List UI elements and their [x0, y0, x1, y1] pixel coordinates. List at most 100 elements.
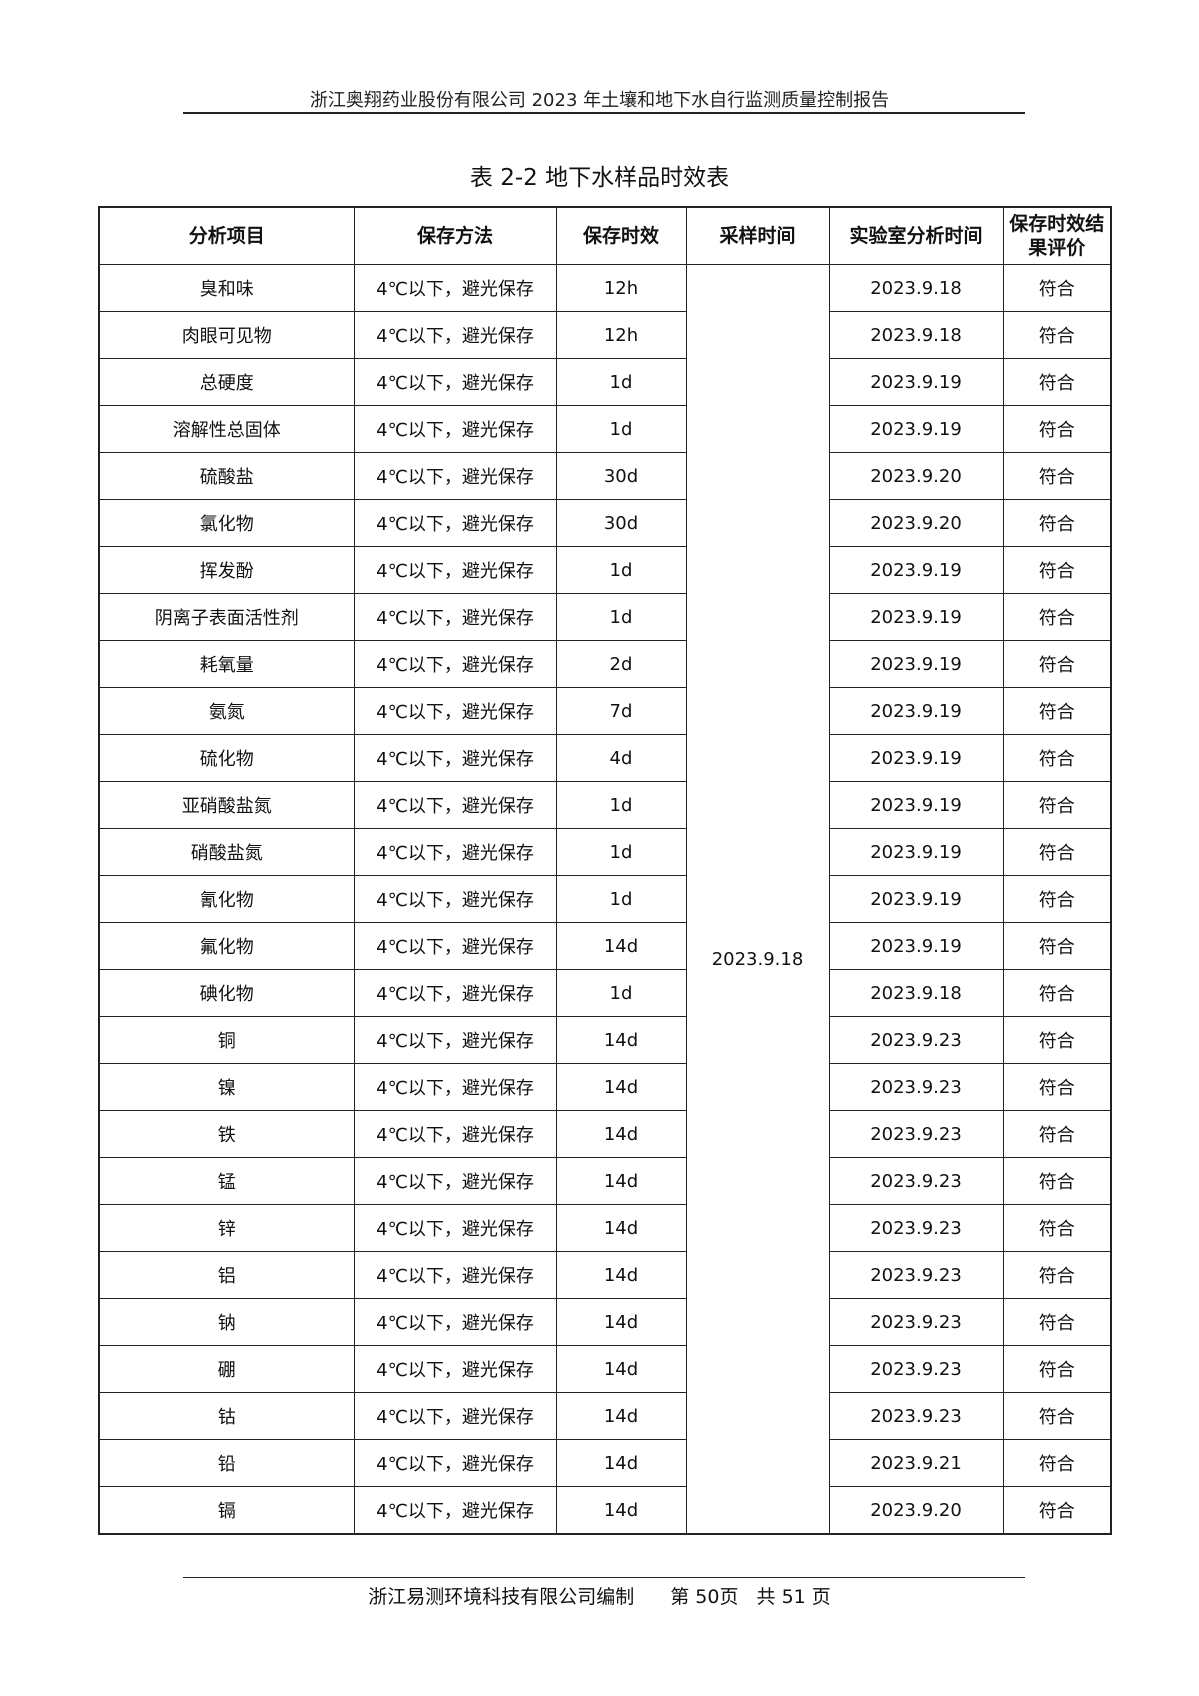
analysis-item-cell: 镉 — [98, 1486, 355, 1535]
holding-time-cell: 1d — [555, 969, 687, 1017]
preservation-method-cell: 4℃以下，避光保存 — [353, 1110, 557, 1158]
lab-analysis-date-cell: 2023.9.23 — [828, 1157, 1004, 1205]
evaluation-cell: 符合 — [1002, 452, 1112, 500]
table-row: 肉眼可见物 4℃以下，避光保存 12h 2023.9.18 符合 — [98, 311, 1112, 359]
page-footer: 浙江易测环境科技有限公司编制 第 50页 共 51 页 — [0, 1582, 1199, 1609]
analysis-item-cell: 硫酸盐 — [98, 452, 355, 500]
analysis-item-cell: 硝酸盐氮 — [98, 828, 355, 876]
holding-time-cell: 14d — [555, 1392, 687, 1440]
table-row: 阴离子表面活性剂 4℃以下，避光保存 1d 2023.9.19 符合 — [98, 593, 1112, 641]
preservation-method-cell: 4℃以下，避光保存 — [353, 405, 557, 453]
holding-time-cell: 14d — [555, 1439, 687, 1487]
table-row: 锰 4℃以下，避光保存 14d 2023.9.23 符合 — [98, 1157, 1112, 1205]
holding-time-cell: 2d — [555, 640, 687, 688]
holding-time-cell: 30d — [555, 499, 687, 547]
evaluation-cell: 符合 — [1002, 828, 1112, 876]
analysis-item-cell: 锌 — [98, 1204, 355, 1252]
preservation-method-cell: 4℃以下，避光保存 — [353, 640, 557, 688]
analysis-item-cell: 铜 — [98, 1016, 355, 1064]
evaluation-cell: 符合 — [1002, 1392, 1112, 1440]
analysis-item-cell: 铅 — [98, 1439, 355, 1487]
evaluation-cell: 符合 — [1002, 1157, 1112, 1205]
table-row: 硼 4℃以下，避光保存 14d 2023.9.23 符合 — [98, 1345, 1112, 1393]
evaluation-cell: 符合 — [1002, 1204, 1112, 1252]
sample-timeliness-table: 分析项目 保存方法 保存时效 采样时间 实验室分析时间 保存时效结果评价 臭和味 4℃以下，… — [98, 206, 1112, 1535]
holding-time-cell: 1d — [555, 405, 687, 453]
evaluation-cell: 符合 — [1002, 499, 1112, 547]
table-row: 镉 4℃以下，避光保存 14d 2023.9.20 符合 — [98, 1486, 1112, 1535]
preservation-method-cell: 4℃以下，避光保存 — [353, 687, 557, 735]
preservation-method-cell: 4℃以下，避光保存 — [353, 1204, 557, 1252]
holding-time-cell: 1d — [555, 828, 687, 876]
lab-analysis-date-cell: 2023.9.19 — [828, 687, 1004, 735]
holding-time-cell: 7d — [555, 687, 687, 735]
preservation-method-cell: 4℃以下，避光保存 — [353, 1345, 557, 1393]
evaluation-cell: 符合 — [1002, 640, 1112, 688]
analysis-item-cell: 碘化物 — [98, 969, 355, 1017]
evaluation-cell: 符合 — [1002, 969, 1112, 1017]
column-header: 采样时间 — [685, 206, 830, 265]
table-row: 硝酸盐氮 4℃以下，避光保存 1d 2023.9.19 符合 — [98, 828, 1112, 876]
analysis-item-cell: 挥发酚 — [98, 546, 355, 594]
lab-analysis-date-cell: 2023.9.23 — [828, 1016, 1004, 1064]
evaluation-cell: 符合 — [1002, 1016, 1112, 1064]
preservation-method-cell: 4℃以下，避光保存 — [353, 969, 557, 1017]
holding-time-cell: 14d — [555, 922, 687, 970]
preservation-method-cell: 4℃以下，避光保存 — [353, 828, 557, 876]
analysis-item-cell: 耗氧量 — [98, 640, 355, 688]
evaluation-cell: 符合 — [1002, 1251, 1112, 1299]
table-title: 表 2-2 地下水样品时效表 — [469, 165, 730, 191]
analysis-item-cell: 臭和味 — [98, 264, 355, 312]
table-row: 总硬度 4℃以下，避光保存 1d 2023.9.19 符合 — [98, 358, 1112, 406]
preservation-method-cell: 4℃以下，避光保存 — [353, 264, 557, 312]
table-row: 氰化物 4℃以下，避光保存 1d 2023.9.19 符合 — [98, 875, 1112, 923]
preservation-method-cell: 4℃以下，避光保存 — [353, 922, 557, 970]
preservation-method-cell: 4℃以下，避光保存 — [353, 1016, 557, 1064]
analysis-item-cell: 亚硝酸盐氮 — [98, 781, 355, 829]
evaluation-cell: 符合 — [1002, 1345, 1112, 1393]
table-header-row: 分析项目 保存方法 保存时效 采样时间 实验室分析时间 保存时效结果评价 — [98, 206, 1112, 265]
analysis-item-cell: 氰化物 — [98, 875, 355, 923]
table-row: 钴 4℃以下，避光保存 14d 2023.9.23 符合 — [98, 1392, 1112, 1440]
analysis-item-cell: 氨氮 — [98, 687, 355, 735]
lab-analysis-date-cell: 2023.9.23 — [828, 1392, 1004, 1440]
analysis-item-cell: 硼 — [98, 1345, 355, 1393]
preservation-method-cell: 4℃以下，避光保存 — [353, 1251, 557, 1299]
evaluation-cell: 符合 — [1002, 922, 1112, 970]
table-row: 铅 4℃以下，避光保存 14d 2023.9.21 符合 — [98, 1439, 1112, 1487]
preservation-method-cell: 4℃以下，避光保存 — [353, 734, 557, 782]
column-header: 保存方法 — [353, 206, 557, 265]
table-row: 耗氧量 4℃以下，避光保存 2d 2023.9.19 符合 — [98, 640, 1112, 688]
preservation-method-cell: 4℃以下，避光保存 — [353, 593, 557, 641]
lab-analysis-date-cell: 2023.9.23 — [828, 1345, 1004, 1393]
evaluation-cell: 符合 — [1002, 734, 1112, 782]
table-row: 亚硝酸盐氮 4℃以下，避光保存 1d 2023.9.19 符合 — [98, 781, 1112, 829]
table-row: 锌 4℃以下，避光保存 14d 2023.9.23 符合 — [98, 1204, 1112, 1252]
analysis-item-cell: 铁 — [98, 1110, 355, 1158]
lab-analysis-date-cell: 2023.9.23 — [828, 1063, 1004, 1111]
lab-analysis-date-cell: 2023.9.23 — [828, 1110, 1004, 1158]
analysis-item-cell: 铝 — [98, 1251, 355, 1299]
lab-analysis-date-cell: 2023.9.19 — [828, 405, 1004, 453]
evaluation-cell: 符合 — [1002, 405, 1112, 453]
lab-analysis-date-cell: 2023.9.19 — [828, 358, 1004, 406]
lab-analysis-date-cell: 2023.9.23 — [828, 1298, 1004, 1346]
lab-analysis-date-cell: 2023.9.18 — [828, 311, 1004, 359]
holding-time-cell: 14d — [555, 1345, 687, 1393]
lab-analysis-date-cell: 2023.9.19 — [828, 593, 1004, 641]
holding-time-cell: 14d — [555, 1063, 687, 1111]
column-header: 保存时效 — [555, 206, 687, 265]
lab-analysis-date-cell: 2023.9.23 — [828, 1204, 1004, 1252]
table-row: 钠 4℃以下，避光保存 14d 2023.9.23 符合 — [98, 1298, 1112, 1346]
analysis-item-cell: 氯化物 — [98, 499, 355, 547]
analysis-item-cell: 锰 — [98, 1157, 355, 1205]
table-row: 臭和味 4℃以下，避光保存 12h 2023.9.18 2023.9.18 符合 — [98, 264, 1112, 1535]
table-row: 硫酸盐 4℃以下，避光保存 30d 2023.9.20 符合 — [98, 452, 1112, 500]
lab-analysis-date-cell: 2023.9.18 — [828, 264, 1004, 312]
holding-time-cell: 14d — [555, 1157, 687, 1205]
holding-time-cell: 14d — [555, 1016, 687, 1064]
lab-analysis-date-cell: 2023.9.19 — [828, 640, 1004, 688]
analysis-item-cell: 阴离子表面活性剂 — [98, 593, 355, 641]
table-row: 溶解性总固体 4℃以下，避光保存 1d 2023.9.19 符合 — [98, 405, 1112, 453]
